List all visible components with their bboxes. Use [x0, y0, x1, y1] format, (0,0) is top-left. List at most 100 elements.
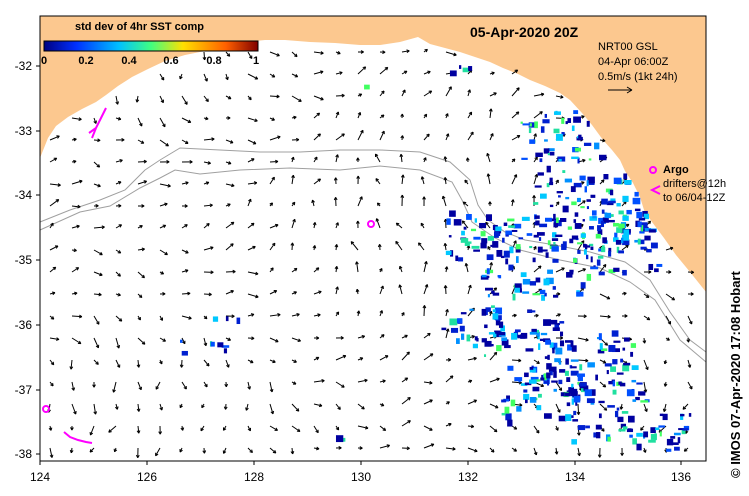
current-arrowhead	[320, 70, 324, 74]
sst-patch	[622, 195, 629, 202]
current-arrowhead	[189, 160, 193, 164]
current-arrowhead	[183, 385, 187, 390]
current-arrowhead	[184, 101, 188, 105]
sst-patch	[632, 399, 637, 402]
sst-patch	[571, 201, 577, 206]
current-arrowhead	[271, 242, 276, 247]
current-arrowhead	[52, 266, 57, 271]
sst-patch	[514, 283, 522, 289]
sst-patch	[636, 432, 643, 437]
sst-patch	[542, 119, 550, 124]
sst-patch	[680, 413, 685, 417]
current-arrowhead	[515, 111, 520, 115]
current-arrow	[489, 92, 497, 97]
sst-patch	[623, 337, 630, 342]
current-arrowhead	[335, 111, 340, 116]
current-arrowhead	[384, 355, 389, 359]
current-arrowhead	[445, 309, 449, 313]
sst-patch	[471, 245, 480, 249]
current-arrow	[467, 357, 477, 361]
sst-patch	[532, 386, 540, 392]
current-arrowhead	[382, 379, 386, 384]
sst-patch	[567, 344, 574, 351]
sst-patch	[456, 338, 460, 344]
sst-patch	[576, 291, 584, 297]
sst-patch	[620, 423, 627, 428]
current-arrowhead	[402, 89, 406, 93]
sst-patch	[501, 412, 506, 416]
sst-patch	[460, 312, 467, 315]
current-arrowhead	[179, 75, 183, 80]
sst-patch	[524, 382, 532, 386]
current-arrowhead	[447, 357, 452, 362]
current-arrow	[93, 183, 101, 187]
current-arrowhead	[159, 360, 163, 365]
sst-patch	[517, 334, 522, 339]
current-arrow	[423, 133, 430, 141]
current-arrow	[71, 381, 75, 391]
current-arrowhead	[223, 406, 228, 410]
current-arrowhead	[56, 337, 60, 341]
sst-patch	[495, 226, 502, 232]
sst-patch	[573, 110, 579, 115]
current-arrowhead	[95, 361, 99, 365]
current-arrowhead	[159, 317, 163, 321]
current-arrowhead	[49, 454, 54, 458]
sst-patch	[530, 376, 539, 382]
sst-patch	[600, 348, 608, 352]
sst-patch	[594, 142, 600, 150]
current-arrow	[181, 269, 189, 273]
sst-patch	[613, 340, 621, 343]
current-arrowhead	[155, 452, 159, 457]
current-arrow	[445, 328, 449, 339]
sst-patch	[516, 406, 522, 412]
current-arrow	[533, 359, 540, 364]
current-arrowhead	[290, 242, 295, 246]
sst-patch	[616, 246, 620, 253]
current-arrow	[137, 381, 142, 390]
sst-patch	[225, 316, 229, 322]
sst-patch	[623, 362, 631, 366]
current-arrow	[511, 359, 522, 362]
current-arrow	[401, 351, 410, 361]
colorbar-tick: 1	[252, 55, 260, 67]
current-arrowhead	[209, 203, 213, 208]
current-arrow	[49, 266, 57, 273]
current-arrowhead	[79, 179, 83, 184]
current-arrow	[599, 403, 608, 411]
current-arrow	[423, 353, 434, 361]
sst-patch	[448, 235, 452, 238]
sst-patch	[463, 226, 467, 230]
drifter-track	[88, 107, 107, 139]
current-arrowhead	[337, 51, 341, 55]
sst-patch	[529, 396, 537, 403]
sst-patch	[566, 402, 571, 407]
current-arrowhead	[335, 311, 340, 315]
current-arrowhead	[315, 267, 320, 271]
current-arrow	[533, 447, 537, 456]
current-arrow	[379, 425, 386, 431]
sst-patch	[644, 235, 651, 241]
current-arrow	[511, 69, 518, 75]
sst-patch	[508, 264, 514, 271]
current-arrowhead	[662, 408, 667, 412]
sst-patch	[553, 242, 556, 245]
sst-patch	[567, 118, 572, 123]
current-arrowhead	[356, 310, 361, 314]
current-arrowhead	[292, 381, 297, 385]
sst-patch	[596, 259, 601, 266]
sst-patch	[547, 379, 550, 386]
sst-patch	[578, 134, 582, 139]
current-arrow	[467, 131, 474, 141]
sst-patch	[540, 193, 547, 199]
current-arrow	[93, 403, 97, 415]
current-arrowhead	[316, 112, 321, 117]
sst-patch	[450, 327, 459, 333]
current-arrowhead	[294, 53, 298, 58]
current-arrow	[115, 224, 122, 229]
current-arrowhead	[290, 450, 295, 455]
current-arrow	[335, 355, 347, 361]
current-arrowhead	[424, 261, 428, 265]
current-arrow	[533, 425, 540, 434]
